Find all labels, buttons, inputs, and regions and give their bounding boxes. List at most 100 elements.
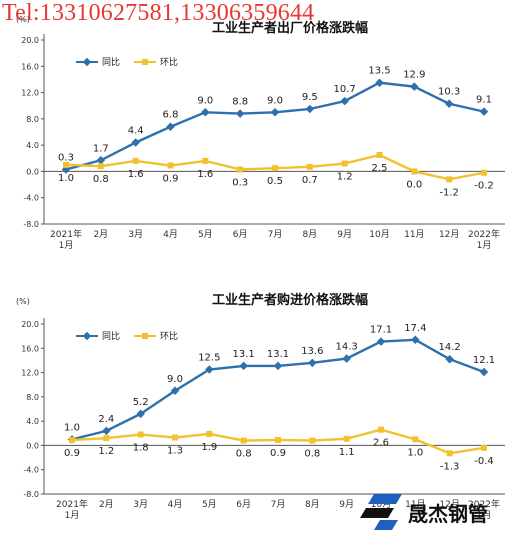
mom-data-label: 0.9 [270, 448, 286, 459]
x-tick-line: 6月 [236, 499, 251, 510]
x-tick-label: 12月 [439, 499, 459, 510]
yoy-data-label: 0.3 [58, 152, 74, 163]
x-tick-line: 2021年 [50, 228, 82, 240]
yoy-data-label: 13.1 [267, 349, 289, 360]
yoy-data-label: 2.4 [98, 414, 114, 425]
yoy-data-label: 8.8 [232, 97, 248, 108]
x-tick-label: 9月 [337, 229, 352, 240]
x-tick-line: 2022年 [468, 228, 500, 240]
ppi-output-chart: 工业生产者出厂价格涨跌幅 (%) 20.0 16.0 12.0 8.0 4.0 0.0 -4.0… [16, 15, 505, 251]
yoy-data-label: 4.4 [128, 126, 144, 137]
yoy-point [131, 138, 140, 147]
mom-point [306, 163, 313, 170]
x-tick-label: 2月 [99, 499, 114, 510]
yoy-data-label: 9.0 [197, 95, 213, 106]
x-tick-line: 12月 [439, 499, 459, 510]
x-tick-label: 11月 [405, 499, 425, 510]
mom-point [63, 161, 69, 168]
y-tick-label: -8.0 [23, 220, 39, 229]
mom-data-label: 1.2 [337, 172, 353, 183]
x-tick-line: 1月 [65, 510, 80, 521]
mom-point [202, 157, 209, 164]
yoy-data-label: 1.0 [64, 422, 80, 433]
mom-point [167, 162, 174, 169]
y-tick-label: -4.0 [23, 466, 39, 475]
mom-point [341, 160, 348, 167]
mom-point [137, 431, 144, 438]
yoy-data-label: 6.8 [163, 110, 179, 121]
y-unit-label: (%) [16, 15, 30, 24]
mom-data-label: 1.6 [197, 169, 213, 180]
yoy-data-label: 14.3 [336, 342, 358, 353]
yoy-point [444, 99, 454, 108]
x-tick-label: 2月 [93, 229, 108, 240]
mom-data-label: 0.3 [232, 177, 248, 188]
x-tick-line: 10月 [371, 499, 391, 510]
y-tick-label: 12.0 [21, 89, 39, 98]
y-tick-label: 16.0 [21, 344, 39, 353]
x-tick-label: 2021年 1月 [56, 498, 88, 521]
y-tick-label: 0.0 [26, 167, 39, 176]
x-tick-label: 6月 [233, 229, 248, 240]
mom-point [378, 426, 384, 433]
x-tick-line: 7月 [268, 229, 283, 240]
yoy-point [342, 354, 351, 363]
x-tick-line: 8月 [305, 499, 320, 510]
y-tick-label: 4.0 [26, 141, 39, 150]
x-tick-label: 4月 [163, 229, 178, 240]
mom-point [172, 434, 178, 441]
mom-point [132, 157, 139, 164]
x-tick-label: 10月 [371, 499, 391, 510]
yoy-point [308, 358, 317, 368]
yoy-point [201, 108, 210, 117]
x-tick-label: 2022年 1月 [468, 498, 500, 521]
x-tick-label: 8月 [305, 499, 320, 510]
mom-data-label: 1.0 [58, 173, 74, 184]
mom-point [240, 437, 247, 444]
x-tick-label: 7月 [271, 499, 286, 510]
ppi-purchase-chart: 工业生产者购进价格涨跌幅 (%) 20.0 16.0 12.0 8.0 4.0 0.0 -4.0… [16, 292, 505, 521]
mom-point [237, 166, 244, 173]
yoy-point [305, 104, 315, 114]
mom-data-label: 1.9 [201, 442, 217, 453]
yoy-data-label: 9.0 [167, 374, 183, 385]
yoy-data-label: 9.5 [302, 92, 318, 103]
yoy-point [340, 96, 349, 106]
mom-data-label: -1.2 [439, 187, 459, 198]
legend-marker [82, 57, 92, 67]
mom-point [446, 450, 453, 457]
x-tick-line: 3月 [128, 229, 143, 240]
yoy-data-label: 13.5 [368, 66, 390, 77]
y-tick-label: 8.0 [26, 393, 39, 402]
yoy-data-label: 5.2 [133, 397, 149, 408]
x-tick-label: 8月 [302, 229, 317, 240]
x-tick-line: 12月 [439, 229, 459, 240]
mom-point [309, 437, 316, 444]
x-tick-line: 2021年 [56, 498, 88, 510]
yoy-point [376, 337, 386, 346]
yoy-point [270, 108, 280, 117]
chart-title: 工业生产者出厂价格涨跌幅 [212, 20, 368, 36]
mom-point [412, 436, 419, 443]
x-tick-line: 2月 [93, 229, 108, 240]
x-tick-line: 5月 [202, 499, 217, 510]
mom-point [103, 435, 110, 442]
legend-label: 环比 [160, 330, 178, 342]
y-tick-label: 20.0 [21, 36, 39, 45]
yoy-data-label: 17.4 [404, 323, 426, 334]
yoy-data-label: 12.9 [403, 70, 425, 81]
x-tick-label: 11月 [404, 229, 424, 240]
brand-mark-icon [360, 494, 402, 530]
x-tick-line: 1月 [477, 510, 492, 521]
yoy-point [411, 335, 420, 345]
x-tick-line: 5月 [198, 229, 213, 240]
x-tick-label: 4月 [168, 499, 183, 510]
y-tick-label: 0.0 [26, 441, 39, 450]
brand-logo: 晟杰钢管 [358, 492, 518, 532]
y-tick-label: 16.0 [21, 62, 39, 71]
y-tick-label: -4.0 [23, 194, 39, 203]
yoy-data-label: 13.6 [301, 346, 323, 357]
yoy-data-label: 10.7 [334, 84, 356, 95]
x-tick-label: 3月 [133, 499, 148, 510]
